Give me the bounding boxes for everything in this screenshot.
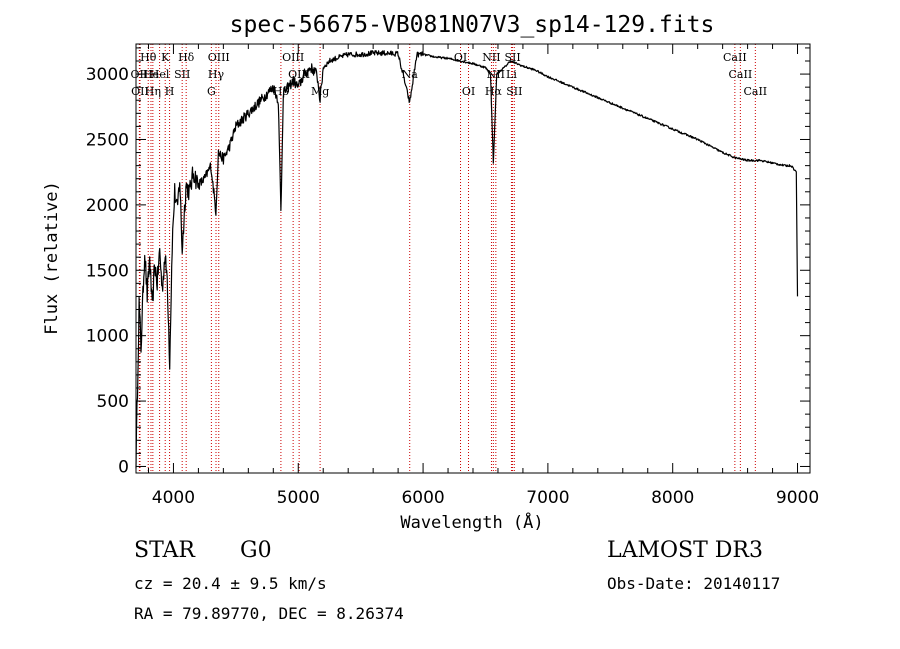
spectral-line-label: CaII (723, 51, 747, 64)
y-tick-label: 3000 (86, 65, 129, 85)
y-tick-label: 0 (118, 457, 129, 477)
spectral-line-label: Hβ (273, 85, 289, 98)
x-tick-label: 8000 (651, 488, 694, 508)
y-axis-label: Flux (relative) (42, 181, 62, 335)
plot-frame (135, 43, 811, 474)
spectral-line-label: G (207, 85, 216, 98)
spectral-line-label: OIII (208, 51, 230, 64)
spectral-line-label: Hel (150, 68, 170, 81)
spectral-line-label: SII (174, 68, 190, 81)
spectral-line-label: OI (454, 51, 467, 64)
redshift-text: cz = 20.4 ± 9.5 km/s (134, 574, 327, 593)
x-tick-label: 6000 (401, 488, 444, 508)
chart-title: spec-56675-VB081N07V3_sp14-129.fits (230, 12, 715, 38)
spectrum-series (135, 50, 799, 469)
x-tick-label: 9000 (776, 488, 819, 508)
y-axis: 0 500 1000 1500 2000 2500 3000 (86, 47, 810, 477)
spectral-line-label: He (143, 68, 159, 81)
spectral-line-label: OIII (282, 51, 304, 64)
spectrum-line (135, 50, 799, 469)
x-axis-label: Wavelength (Å) (400, 511, 543, 533)
spectral-line-label: H (165, 85, 175, 98)
x-tick-label: 5000 (277, 488, 320, 508)
object-class: STAR (134, 538, 195, 563)
spectral-line-markers (138, 44, 756, 473)
spectral-line-label: K (161, 51, 170, 64)
x-tick-label: 7000 (526, 488, 569, 508)
obs-date: Obs-Date: 20140117 (607, 574, 781, 593)
y-tick-label: 2500 (86, 130, 129, 150)
x-axis: 4000 5000 6000 7000 8000 9000 (147, 44, 819, 508)
spectral-line-label: NII (487, 68, 505, 81)
spectral-line-label: CaII (743, 85, 767, 98)
survey-name: LAMOST DR3 (607, 538, 763, 563)
spectral-line-label: Hα (485, 85, 503, 98)
object-subclass: G0 (240, 538, 272, 563)
spectral-line-label: Hθ (140, 51, 157, 64)
y-tick-label: 1500 (86, 261, 129, 281)
spectral-line-label: SII (504, 51, 520, 64)
spectral-line-label: Hγ (208, 68, 225, 81)
spectral-line-label: OIII (288, 68, 310, 81)
spectral-line-label: Na (402, 68, 419, 81)
spectral-line-label: Hδ (178, 51, 195, 64)
spectral-line-label: Mg (311, 85, 329, 98)
spectral-line-label: OII (131, 85, 149, 98)
spectral-line-label: SII (506, 85, 522, 98)
spectral-line-label: CaII (729, 68, 753, 81)
y-tick-label: 2000 (86, 196, 129, 216)
x-tick-label: 4000 (152, 488, 195, 508)
y-tick-label: 1000 (86, 327, 129, 347)
spectral-line-label: OII (131, 68, 149, 81)
spectral-line-label: Hη (145, 85, 161, 98)
spectral-line-label: NII (482, 51, 500, 64)
spectral-line-label: Li (506, 68, 517, 81)
coordinates: RA = 79.89770, DEC = 8.26374 (134, 604, 404, 623)
spectral-line-label: OI (462, 85, 475, 98)
y-tick-label: 500 (97, 392, 129, 412)
